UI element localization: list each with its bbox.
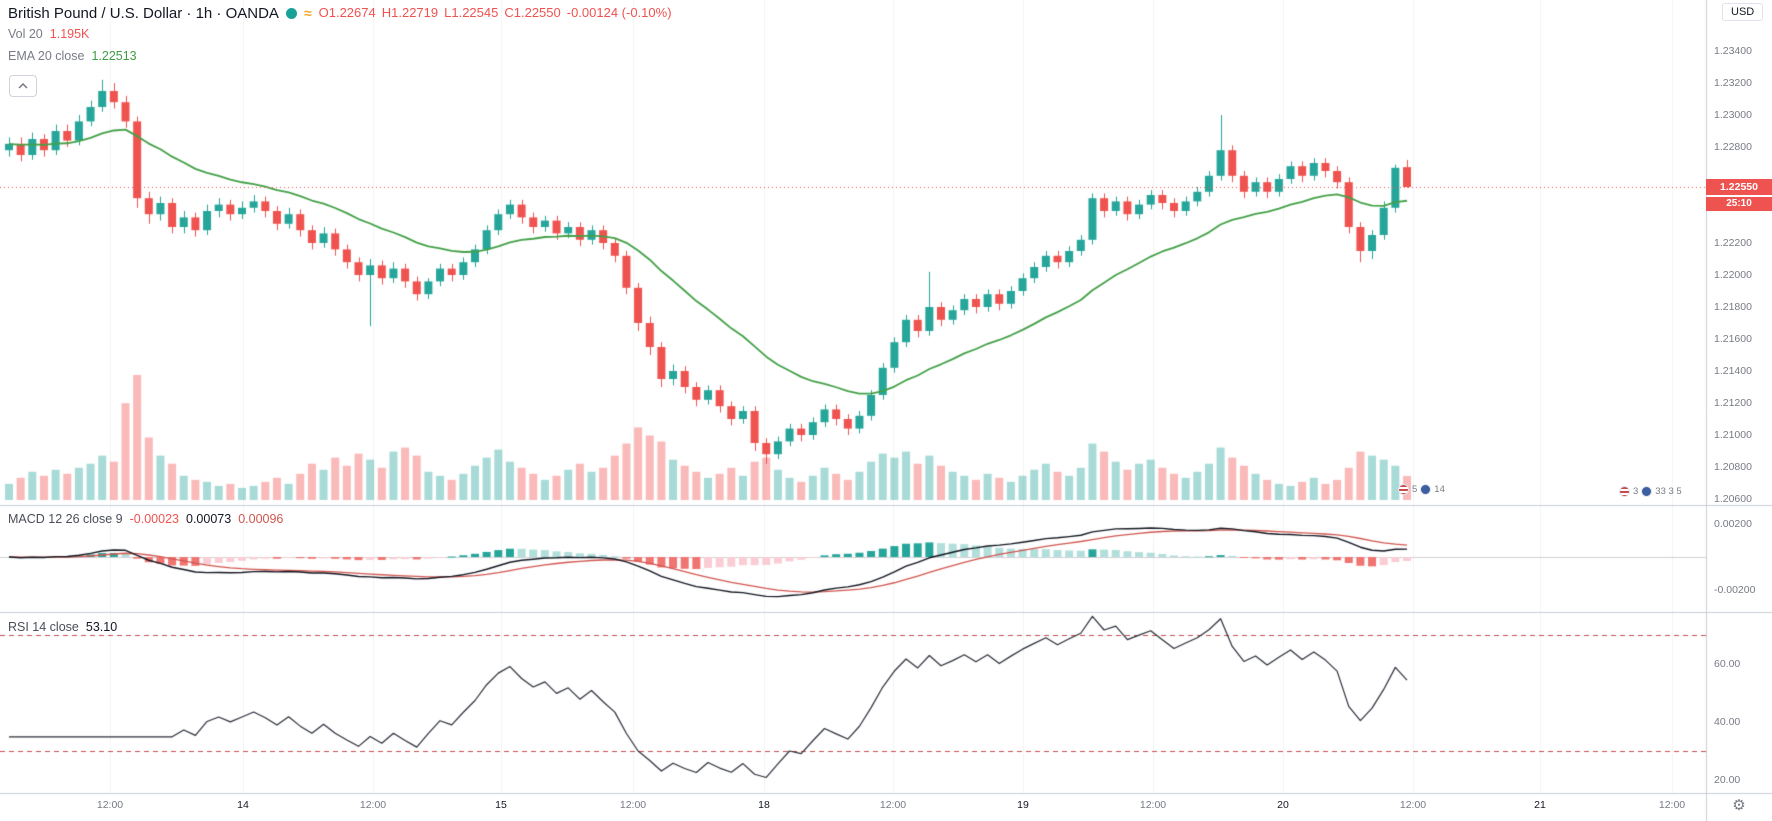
gear-icon[interactable]: ⚙ xyxy=(1732,796,1746,814)
symbol-legend-row[interactable]: British Pound / U.S. Dollar · 1h · OANDA… xyxy=(8,4,678,22)
time-axis-label[interactable]: 21 xyxy=(1534,799,1546,811)
time-axis-label[interactable]: 12:00 xyxy=(359,799,387,811)
ema-legend-row[interactable]: EMA 20 close 1.22513 xyxy=(8,49,137,63)
time-axis-label[interactable]: 12:00 xyxy=(879,799,907,811)
event-marker-group[interactable]: 5 14 xyxy=(1398,484,1445,495)
time-axis-label[interactable]: 12:00 xyxy=(1139,799,1167,811)
macd-line-value: 0.00073 xyxy=(186,512,232,526)
change-value: -0.00124 (-0.10%) xyxy=(566,5,672,20)
time-axis-label[interactable]: 19 xyxy=(1017,799,1029,811)
rsi-axis-label: 60.00 xyxy=(1714,658,1741,670)
macd-indicator-label: MACD 12 26 close 9 xyxy=(8,512,123,526)
price-axis-label: 1.21200 xyxy=(1714,397,1752,409)
event-count-label: 33 3 5 xyxy=(1655,486,1682,497)
volume-value: 1.195K xyxy=(49,27,90,41)
price-axis-label: 1.21000 xyxy=(1714,429,1752,441)
price-axis-label: 1.23000 xyxy=(1714,109,1752,121)
event-count-label: 14 xyxy=(1434,484,1445,495)
chevron-up-icon xyxy=(18,83,28,89)
rsi-value: 53.10 xyxy=(85,620,118,634)
volume-legend-row[interactable]: Vol 20 1.195K xyxy=(8,27,89,41)
bar-countdown-badge: 25:10 xyxy=(1706,197,1772,211)
macd-legend-row[interactable]: MACD 12 26 close 9 -0.00023 0.00073 0.00… xyxy=(8,512,283,526)
event-count-label: 5 xyxy=(1412,484,1418,495)
macd-axis-label: 0.00200 xyxy=(1714,518,1752,530)
flag-icon xyxy=(1619,486,1630,497)
event-count-label: 3 xyxy=(1633,486,1639,497)
last-price-badge: 1.22550 xyxy=(1706,179,1772,195)
event-marker-group[interactable]: 3 33 3 5 xyxy=(1619,486,1682,497)
price-axis-label: 1.21600 xyxy=(1714,333,1752,345)
price-axis-label: 1.22200 xyxy=(1714,237,1752,249)
volume-indicator-label: Vol 20 xyxy=(8,27,43,41)
price-axis-label: 1.23200 xyxy=(1714,77,1752,89)
flag-icon xyxy=(1398,484,1409,495)
close-value: C1.22550 xyxy=(504,5,561,20)
rsi-axis-label: 20.00 xyxy=(1714,774,1741,786)
flag-icon xyxy=(1641,486,1653,497)
high-value: H1.22719 xyxy=(381,5,439,20)
time-axis-label[interactable]: 12:00 xyxy=(619,799,647,811)
ema-value: 1.22513 xyxy=(91,49,137,63)
price-axis-label: 1.22000 xyxy=(1714,269,1752,281)
delayed-data-icon: ≈ xyxy=(303,4,312,21)
time-axis-label[interactable]: 15 xyxy=(495,799,507,811)
symbol-title[interactable]: British Pound / U.S. Dollar · 1h · OANDA xyxy=(8,4,279,22)
time-axis-label[interactable]: 18 xyxy=(758,799,770,811)
ohlc-readout: O1.22674 H1.22719 L1.22545 C1.22550 -0.00124… xyxy=(319,4,678,22)
price-axis-label: 1.20800 xyxy=(1714,461,1752,473)
rsi-legend-row[interactable]: RSI 14 close 53.10 xyxy=(8,620,117,634)
ema-indicator-label: EMA 20 close xyxy=(8,49,85,63)
rsi-indicator-label: RSI 14 close xyxy=(8,620,79,634)
low-value: L1.22545 xyxy=(444,5,499,20)
currency-toggle-button[interactable]: USD xyxy=(1722,3,1764,21)
time-axis-label[interactable]: 14 xyxy=(237,799,249,811)
price-axis-label: 1.20600 xyxy=(1714,493,1752,505)
price-axis-label: 1.22800 xyxy=(1714,141,1752,153)
time-axis-label[interactable]: 20 xyxy=(1277,799,1289,811)
macd-histogram-value: -0.00023 xyxy=(129,512,179,526)
macd-signal-value: 0.00096 xyxy=(238,512,284,526)
price-axis-label: 1.21800 xyxy=(1714,301,1752,313)
collapse-pane-button[interactable] xyxy=(9,75,37,97)
macd-axis-label: -0.00200 xyxy=(1714,584,1756,596)
price-axis-label: 1.21400 xyxy=(1714,365,1752,377)
flag-icon xyxy=(1420,484,1432,495)
time-axis-label[interactable]: 12:00 xyxy=(1658,799,1686,811)
price-axis-label: 1.23400 xyxy=(1714,45,1752,57)
time-axis-label[interactable]: 12:00 xyxy=(96,799,124,811)
time-axis-label[interactable]: 12:00 xyxy=(1399,799,1427,811)
price-axis[interactable]: USD 1.22550 25:10 ⚙ xyxy=(1706,0,1772,821)
open-value: O1.22674 xyxy=(318,5,376,20)
market-status-icon xyxy=(285,7,297,19)
rsi-axis-label: 40.00 xyxy=(1714,716,1741,728)
